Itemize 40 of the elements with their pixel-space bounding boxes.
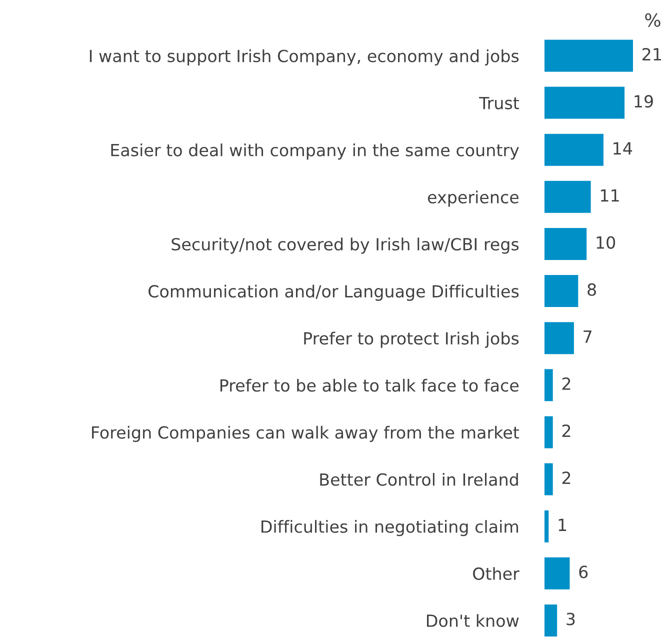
data-label: 14 — [614, 142, 632, 154]
y-tick-label: Other — [473, 567, 520, 580]
bar — [544, 604, 558, 636]
y-tick-label: Difficulties in negotiating claim — [262, 520, 518, 536]
data-label: 19 — [634, 95, 653, 108]
data-label: 2 — [562, 424, 570, 437]
y-tick-label: Communication and/or Language Difficulties — [148, 284, 519, 301]
bar — [544, 322, 574, 354]
data-label: 21 — [642, 48, 661, 60]
bar — [544, 228, 587, 260]
y-tick-label: experience — [428, 190, 519, 207]
chart-title: % — [645, 13, 660, 27]
y-tick-label: Prefer to protect Irish jobs — [304, 332, 519, 348]
bar — [544, 134, 604, 166]
bar — [544, 180, 591, 213]
bar — [544, 416, 553, 448]
data-label: 6 — [579, 566, 588, 578]
bar — [544, 463, 553, 496]
y-tick-label: Better Control in Ireland — [320, 472, 518, 486]
bar — [544, 510, 549, 542]
bar — [544, 86, 625, 119]
y-tick-label: Easier to deal with company in the same country — [111, 144, 519, 160]
data-label: 8 — [588, 283, 596, 296]
y-tick-label: Prefer to be able to talk face to face — [220, 378, 519, 392]
data-label: 2 — [562, 377, 570, 390]
bar — [544, 369, 553, 402]
data-label: 1 — [558, 518, 566, 531]
data-label: 7 — [584, 330, 592, 343]
y-tick-label: Trust — [479, 96, 520, 110]
bar — [544, 275, 578, 308]
y-tick-label: I want to support Irish Company, economy and jobs — [90, 49, 519, 66]
data-label: 3 — [566, 612, 575, 626]
bar — [544, 40, 633, 72]
data-label: 2 — [562, 472, 570, 484]
y-tick-label: Foreign Companies can walk away from the market — [92, 426, 520, 442]
y-tick-label: Security/not covered by Irish law/CBI regs — [172, 238, 519, 254]
bar — [544, 557, 570, 590]
data-label: 10 — [596, 236, 616, 249]
y-tick-label: Don't know — [427, 614, 519, 628]
data-label: 11 — [600, 189, 619, 202]
